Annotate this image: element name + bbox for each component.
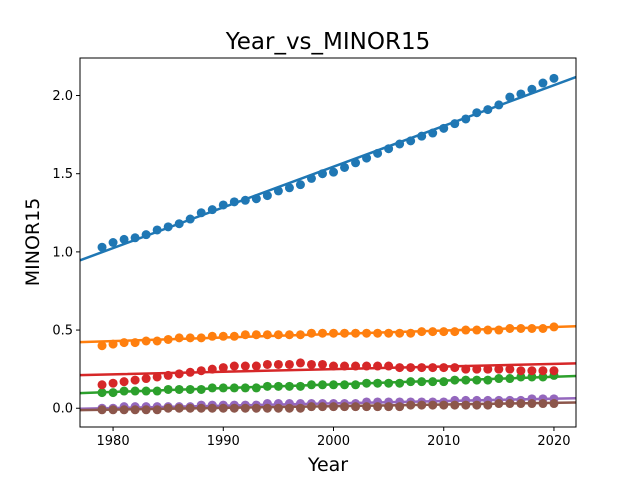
data-point (538, 78, 548, 88)
data-point (130, 375, 140, 385)
data-point (340, 162, 350, 172)
data-point (406, 328, 416, 338)
data-point (384, 361, 394, 371)
data-point (218, 363, 228, 373)
data-point (538, 366, 548, 376)
plot-frame (79, 57, 577, 428)
series-3 (80, 370, 576, 398)
data-point (505, 92, 515, 102)
data-point (295, 403, 305, 413)
y-tick-label: 0.5 (52, 324, 73, 339)
x-axis: 1980 1990 2000 2010 2020 (97, 427, 571, 449)
trend-line (80, 325, 576, 344)
data-point (494, 364, 504, 374)
data-point (284, 359, 294, 369)
data-point (97, 242, 107, 252)
x-tick-label: 2000 (317, 434, 350, 449)
y-tick-label: 1.0 (52, 245, 73, 260)
series-2 (80, 322, 576, 351)
data-point (119, 377, 129, 387)
y-tick-label: 0.0 (52, 402, 73, 417)
data-point (284, 403, 294, 413)
x-tick-label: 1980 (97, 434, 130, 449)
y-tick-label: 2.0 (52, 89, 73, 104)
data-point (549, 366, 559, 376)
chart-title: Year_vs_MINOR15 (225, 29, 430, 55)
trend-line (80, 374, 576, 395)
data-point (395, 402, 405, 412)
data-point (295, 358, 305, 368)
data-point (141, 374, 151, 384)
trend-line (80, 401, 576, 412)
data-point (108, 238, 118, 247)
x-axis-title: Year (307, 454, 348, 476)
data-point (152, 372, 162, 382)
y-axis: 0.0 0.5 1.0 1.5 2.0 (52, 89, 80, 417)
data-point (229, 361, 239, 371)
data-point (329, 167, 339, 177)
data-point (384, 402, 394, 412)
series-6 (80, 399, 576, 415)
data-point (251, 361, 261, 371)
data-point (119, 234, 129, 244)
data-point (549, 73, 559, 83)
data-point (108, 378, 118, 388)
trend-line (80, 75, 576, 262)
data-point (262, 191, 272, 201)
data-point (262, 359, 272, 369)
y-axis-title: MINOR15 (22, 198, 44, 287)
y-tick-label: 1.5 (52, 167, 73, 182)
series-4 (80, 358, 576, 390)
trend-line (80, 362, 576, 377)
data-point (527, 366, 537, 376)
data-point (295, 180, 305, 190)
data-point (306, 328, 316, 338)
data-point (284, 183, 294, 193)
data-point (207, 331, 217, 341)
data-point (516, 366, 526, 376)
x-tick-label: 2020 (537, 434, 570, 449)
series-1 (80, 73, 576, 262)
data-point (97, 380, 107, 390)
data-point (262, 330, 272, 340)
data-point (483, 364, 493, 374)
data-point (273, 359, 283, 369)
data-point (251, 330, 261, 340)
data-point (306, 359, 316, 369)
trend-line (80, 396, 576, 410)
data-point (450, 363, 460, 373)
x-tick-label: 2010 (427, 434, 460, 449)
data-point (505, 364, 515, 374)
data-point (152, 336, 162, 346)
data-point (450, 327, 460, 337)
series-layer (80, 73, 576, 415)
data-point (240, 361, 250, 371)
x-tick-label: 1990 (207, 434, 240, 449)
data-point (97, 341, 107, 351)
data-point (196, 366, 206, 376)
data-point (317, 359, 327, 369)
